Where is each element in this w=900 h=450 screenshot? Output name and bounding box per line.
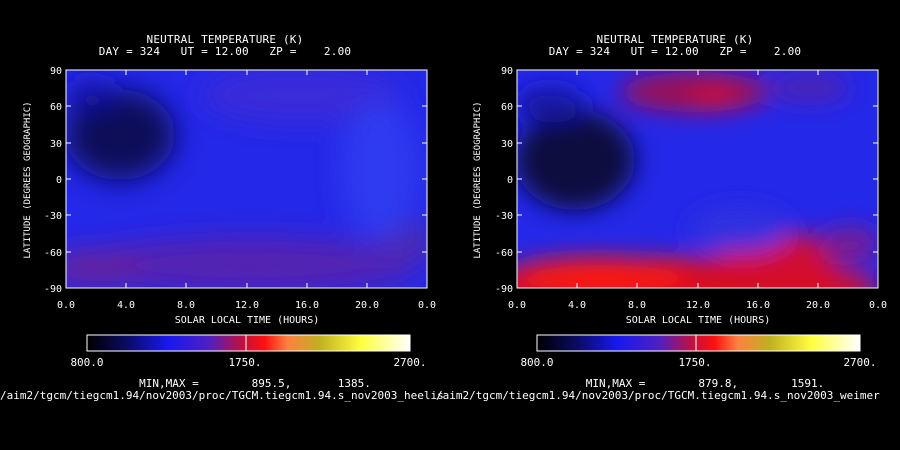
warm-region (770, 74, 850, 102)
x-tick-label: 12.0 (235, 300, 259, 311)
cold-region (66, 90, 175, 180)
chart-title: NEUTRAL TEMPERATURE (K) (146, 33, 304, 46)
x-tick-label: 8.0 (177, 300, 195, 311)
warm-region (200, 70, 400, 123)
y-tick-label: -60 (495, 248, 513, 259)
colorbar-tick-label: 800.0 (70, 356, 103, 369)
warm-region (620, 72, 770, 112)
colorbar-tick-label: 1750. (228, 356, 261, 369)
chart-subtitle: DAY = 324 UT = 12.00 ZP = 2.00 (98, 45, 352, 58)
warm-region (820, 227, 878, 263)
y-tick-label: 0 (507, 175, 513, 186)
y-tick-label: 90 (501, 66, 513, 77)
left-panel: NEUTRAL TEMPERATURE (K) DAY = 324 UT = 1… (0, 0, 450, 400)
warm-region (66, 250, 145, 286)
x-tick-label: 0.0 (869, 300, 887, 311)
y-axis-label: LATITUDE (DEGREES GEOGRAPHIC) (473, 101, 483, 258)
y-tick-label: -30 (44, 211, 62, 222)
heatmap-field (517, 70, 878, 288)
cold-region (66, 80, 115, 110)
x-tick-label: 20.0 (806, 300, 830, 311)
x-tick-label: 20.0 (355, 300, 379, 311)
y-tick-label: 60 (501, 102, 513, 113)
x-tick-label: 4.0 (117, 300, 135, 311)
colorbar-tick-label: 2700. (393, 356, 426, 369)
y-axis: 90 60 30 0 -30 -60 -90 LATITUDE (DEGREES… (23, 66, 427, 295)
y-tick-label: 90 (50, 66, 62, 77)
x-axis-label: SOLAR LOCAL TIME (HOURS) (175, 315, 320, 326)
x-axis-label: SOLAR LOCAL TIME (HOURS) (626, 315, 771, 326)
y-tick-label: -90 (44, 284, 62, 295)
cold-region (517, 87, 585, 123)
cold-region (517, 110, 635, 210)
min-max-readout: MIN,MAX = 879.8, 1591. (585, 377, 825, 390)
heatmap-field (66, 70, 427, 288)
hot-spot (690, 89, 740, 105)
chart-subtitle: DAY = 324 UT = 12.00 ZP = 2.00 (548, 45, 802, 58)
min-max-readout: MIN,MAX = 895.5, 1385. (139, 377, 371, 390)
mid-region (690, 208, 790, 252)
left-heatmap-plot: 90 60 30 0 -30 -60 -90 LATITUDE (DEGREES… (23, 66, 436, 369)
warm-region (80, 237, 420, 288)
x-tick-label: 16.0 (295, 300, 319, 311)
y-axis-label: LATITUDE (DEGREES GEOGRAPHIC) (23, 101, 33, 258)
colorbar-gradient (86, 334, 411, 352)
y-tick-label: 0 (56, 175, 62, 186)
y-tick-label: 30 (50, 139, 62, 150)
x-tick-label: 12.0 (686, 300, 710, 311)
mid-region (340, 100, 420, 240)
right-panel: NEUTRAL TEMPERATURE (K) DAY = 324 UT = 1… (450, 0, 900, 400)
x-tick-label: 0.0 (508, 300, 526, 311)
x-axis: 0.0 4.0 8.0 12.0 16.0 20.0 0.0 SOLAR LOC… (508, 70, 887, 326)
chart-title: NEUTRAL TEMPERATURE (K) (596, 33, 754, 46)
y-tick-label: -30 (495, 211, 513, 222)
right-heatmap-plot: 90 60 30 0 -30 -60 -90 LATITUDE (DEGREES… (473, 66, 887, 369)
y-tick-label: -60 (44, 248, 62, 259)
colorbar: 800.0 1750. 2700. (520, 334, 877, 369)
x-tick-label: 0.0 (57, 300, 75, 311)
source-path: /aim2/tgcm/tiegcm1.94/nov2003/proc/TGCM.… (0, 389, 444, 402)
y-tick-label: 30 (501, 139, 513, 150)
colorbar-gradient (536, 334, 861, 352)
x-tick-label: 0.0 (418, 300, 436, 311)
x-tick-label: 8.0 (628, 300, 646, 311)
y-tick-label: 60 (50, 102, 62, 113)
x-axis: 0.0 4.0 8.0 12.0 16.0 20.0 0.0 SOLAR LOC… (57, 70, 436, 326)
x-tick-label: 4.0 (568, 300, 586, 311)
y-axis: 90 60 30 0 -30 -60 -90 LATITUDE (DEGREES… (473, 66, 878, 295)
hot-spot (517, 257, 690, 288)
colorbar-tick-label: 1750. (678, 356, 711, 369)
y-tick-label: -90 (495, 284, 513, 295)
colorbar: 800.0 1750. 2700. (70, 334, 427, 369)
x-tick-label: 16.0 (746, 300, 770, 311)
colorbar-tick-label: 800.0 (520, 356, 553, 369)
colorbar-tick-label: 2700. (843, 356, 876, 369)
source-path: /aim2/tgcm/tiegcm1.94/nov2003/proc/TGCM.… (436, 389, 880, 402)
